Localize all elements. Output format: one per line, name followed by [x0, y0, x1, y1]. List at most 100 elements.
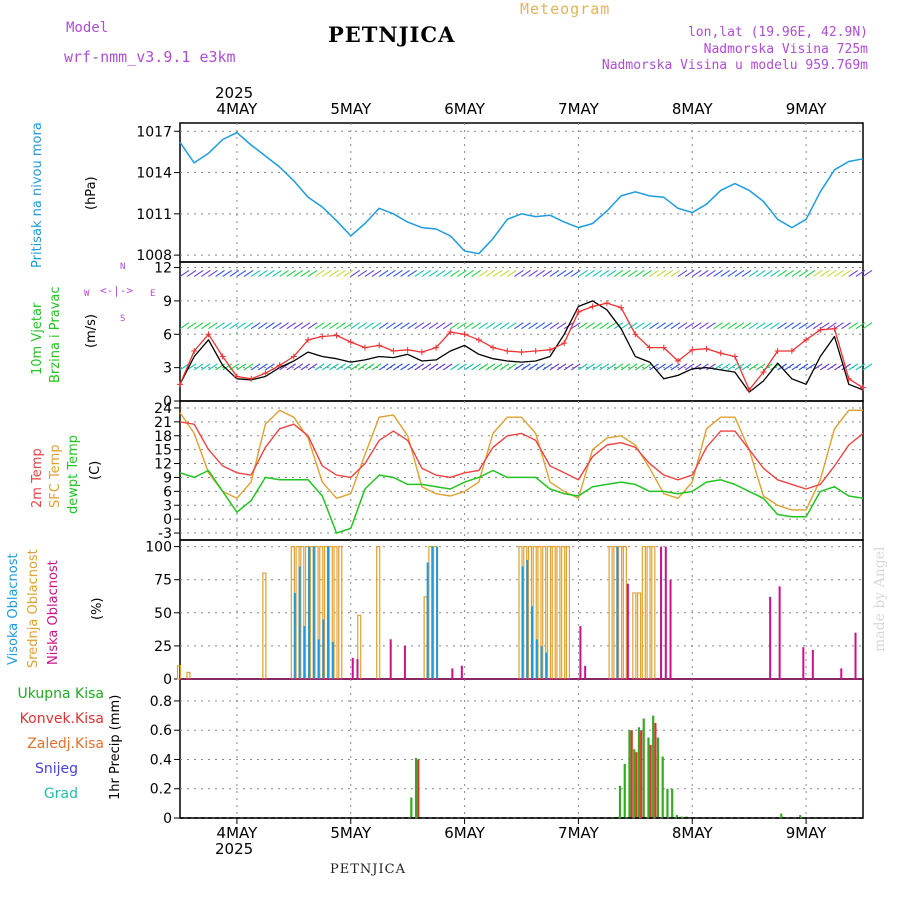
wind-direction-arrow: [222, 269, 232, 277]
cloud-mid-bar: [338, 546, 343, 680]
cloud-high-bar: [530, 606, 533, 679]
wind-direction-arrow: [670, 363, 681, 371]
cloud-mid-bar: [262, 572, 267, 680]
wind-direction-arrow: [563, 269, 574, 277]
precip-total-bar: [633, 749, 636, 818]
wind-speed-marker: [490, 344, 497, 351]
wind-speed-marker: [660, 344, 667, 351]
cloud-high-bar: [545, 652, 548, 679]
cloud-mid-bar: [176, 665, 182, 680]
cloud-low-bar: [460, 665, 463, 679]
day-label-top: 7MAY: [558, 100, 600, 118]
wind-direction-arrow: [364, 322, 375, 330]
wind-direction-arrow: [748, 322, 759, 330]
wind-direction-arrow: [542, 363, 553, 371]
wind-direction-arrow: [635, 322, 645, 330]
wind-direction-arrow: [506, 269, 517, 277]
wind-direction-arrow: [499, 269, 510, 277]
precip-total-bar: [656, 737, 660, 818]
wind-speed-marker: [788, 347, 795, 354]
model-name: wrf-nmm_v3.9.1 e3km: [64, 48, 236, 66]
wind-direction-arrow: [649, 322, 659, 330]
wind-speed-marker: [532, 347, 539, 354]
wind-direction-arrow: [585, 322, 595, 330]
wind-speed-marker: [803, 336, 810, 343]
cloud-low-bar: [584, 665, 587, 679]
wind-direction-arrow: [699, 269, 709, 277]
cloud-low-bar: [626, 583, 629, 679]
wind-direction-arrow: [485, 363, 496, 371]
wind-direction-arrow: [784, 269, 795, 277]
compass-east: E: [150, 289, 156, 299]
wind-speed-marker: [518, 349, 525, 356]
wind-direction-arrow: [492, 269, 503, 277]
cloud-high-bar: [616, 546, 619, 679]
y-tick-label: 0: [163, 672, 172, 688]
precip-total-bar: [675, 815, 679, 818]
wind-direction-arrow: [642, 269, 652, 277]
precip-conv-bar: [654, 722, 657, 818]
wind-direction-arrow: [834, 269, 844, 277]
wind-direction-arrow: [236, 322, 247, 330]
cloud-high-bar: [293, 592, 296, 679]
pressure-line: [179, 131, 864, 255]
cloud-mid-bar: [565, 546, 571, 680]
wind-direction-arrow: [499, 363, 510, 371]
wind-direction-arrow: [442, 322, 453, 330]
wind-direction-arrow: [428, 269, 439, 277]
wind-direction-arrow: [699, 363, 709, 371]
cloud-mid-bar: [186, 671, 191, 680]
wind-direction-arrow: [499, 322, 510, 330]
panel-frame-4: [179, 678, 864, 819]
wind-direction-arrow: [706, 269, 716, 277]
wind-direction-arrow: [450, 269, 460, 277]
wind-direction-arrow: [286, 269, 297, 277]
cloud-low-bar: [769, 596, 772, 679]
wind-direction-arrow: [393, 322, 403, 330]
wind-speed-marker: [618, 304, 625, 311]
cloud-mid-bar: [646, 546, 651, 680]
wind-speed-marker: [575, 309, 582, 316]
wind-direction-arrow: [585, 269, 595, 277]
wind-gust-line: [179, 300, 864, 393]
wind-direction-arrow: [848, 322, 859, 330]
wind-direction-arrow: [229, 269, 240, 277]
wind-direction-arrow: [578, 322, 588, 330]
wind-speed-marker: [475, 336, 482, 343]
wind-direction-arrow: [528, 269, 538, 277]
cloud-low-bar: [403, 645, 406, 679]
cloud-high-bar: [303, 626, 306, 679]
wind-speed-marker: [262, 370, 269, 377]
wind-direction-arrow: [798, 322, 809, 330]
y-tick-label: 3: [163, 498, 172, 514]
wind-direction-arrow: [265, 322, 275, 330]
precip-total-bar: [680, 816, 683, 818]
wind-direction-arrow: [834, 363, 844, 371]
cloud-mid-bar: [546, 546, 552, 680]
cloud-low-title: Niska Oblacnost: [46, 560, 61, 665]
footer-station: PETNJICA: [330, 862, 406, 877]
cloud-high-title: Visoka Oblacnost: [6, 553, 21, 665]
wind-direction-arrow: [820, 363, 830, 371]
wind-speed-marker: [746, 386, 753, 393]
wind-direction-arrow: [805, 363, 816, 371]
cloud-low-bar: [664, 546, 667, 679]
year-label-bottom: 2025: [215, 840, 254, 858]
wind-direction-arrow: [236, 363, 247, 371]
day-label-bottom: 5MAY: [330, 824, 372, 842]
day-label-bottom: 9MAY: [786, 824, 828, 842]
wind-direction-arrow: [841, 322, 851, 330]
cloud-mid-bar: [622, 546, 627, 680]
wind-direction-arrow: [720, 322, 731, 330]
wind-direction-arrow: [336, 363, 346, 371]
wind-direction-arrow: [606, 269, 617, 277]
wind-direction-arrow: [364, 269, 375, 277]
wind-direction-arrow: [378, 363, 389, 371]
wind-direction-arrow: [492, 363, 503, 371]
wind-speed-marker: [404, 346, 411, 353]
wind-subtitle: Brzina i Pravac: [48, 286, 63, 383]
wind-direction-arrow: [314, 322, 325, 330]
wind-direction-arrow: [777, 363, 787, 371]
wind-speed-marker: [177, 381, 183, 388]
